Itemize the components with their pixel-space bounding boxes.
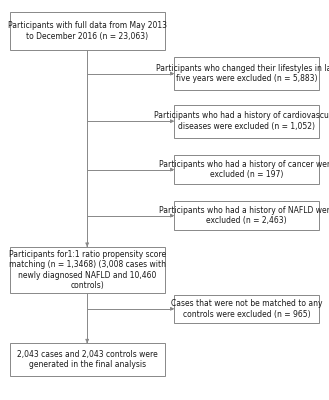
FancyBboxPatch shape	[10, 247, 164, 293]
FancyBboxPatch shape	[10, 343, 164, 376]
FancyBboxPatch shape	[174, 155, 319, 184]
Text: Participants who had a history of cancer were
excluded (n = 197): Participants who had a history of cancer…	[159, 160, 329, 179]
Text: Participants who had a history of NAFLD were
excluded (n = 2,463): Participants who had a history of NAFLD …	[159, 206, 329, 225]
Text: Participants for1:1 ratio propensity score
matching (n = 1,3468) (3,008 cases wi: Participants for1:1 ratio propensity sco…	[9, 250, 166, 290]
Text: Participants who changed their lifestyles in last
five years were excluded (n = : Participants who changed their lifestyle…	[156, 64, 329, 83]
FancyBboxPatch shape	[174, 57, 319, 90]
Text: Cases that were not be matched to any
controls were excluded (n = 965): Cases that were not be matched to any co…	[171, 299, 322, 318]
FancyBboxPatch shape	[10, 12, 164, 50]
Text: Participants with full data from May 2013
to December 2016 (n = 23,063): Participants with full data from May 201…	[8, 21, 167, 41]
FancyBboxPatch shape	[174, 201, 319, 230]
Text: 2,043 cases and 2,043 controls were
generated in the final analysis: 2,043 cases and 2,043 controls were gene…	[17, 350, 158, 369]
Text: Participants who had a history of cardiovascular
diseases were excluded (n = 1,0: Participants who had a history of cardio…	[154, 112, 329, 131]
FancyBboxPatch shape	[174, 295, 319, 323]
FancyBboxPatch shape	[174, 105, 319, 138]
